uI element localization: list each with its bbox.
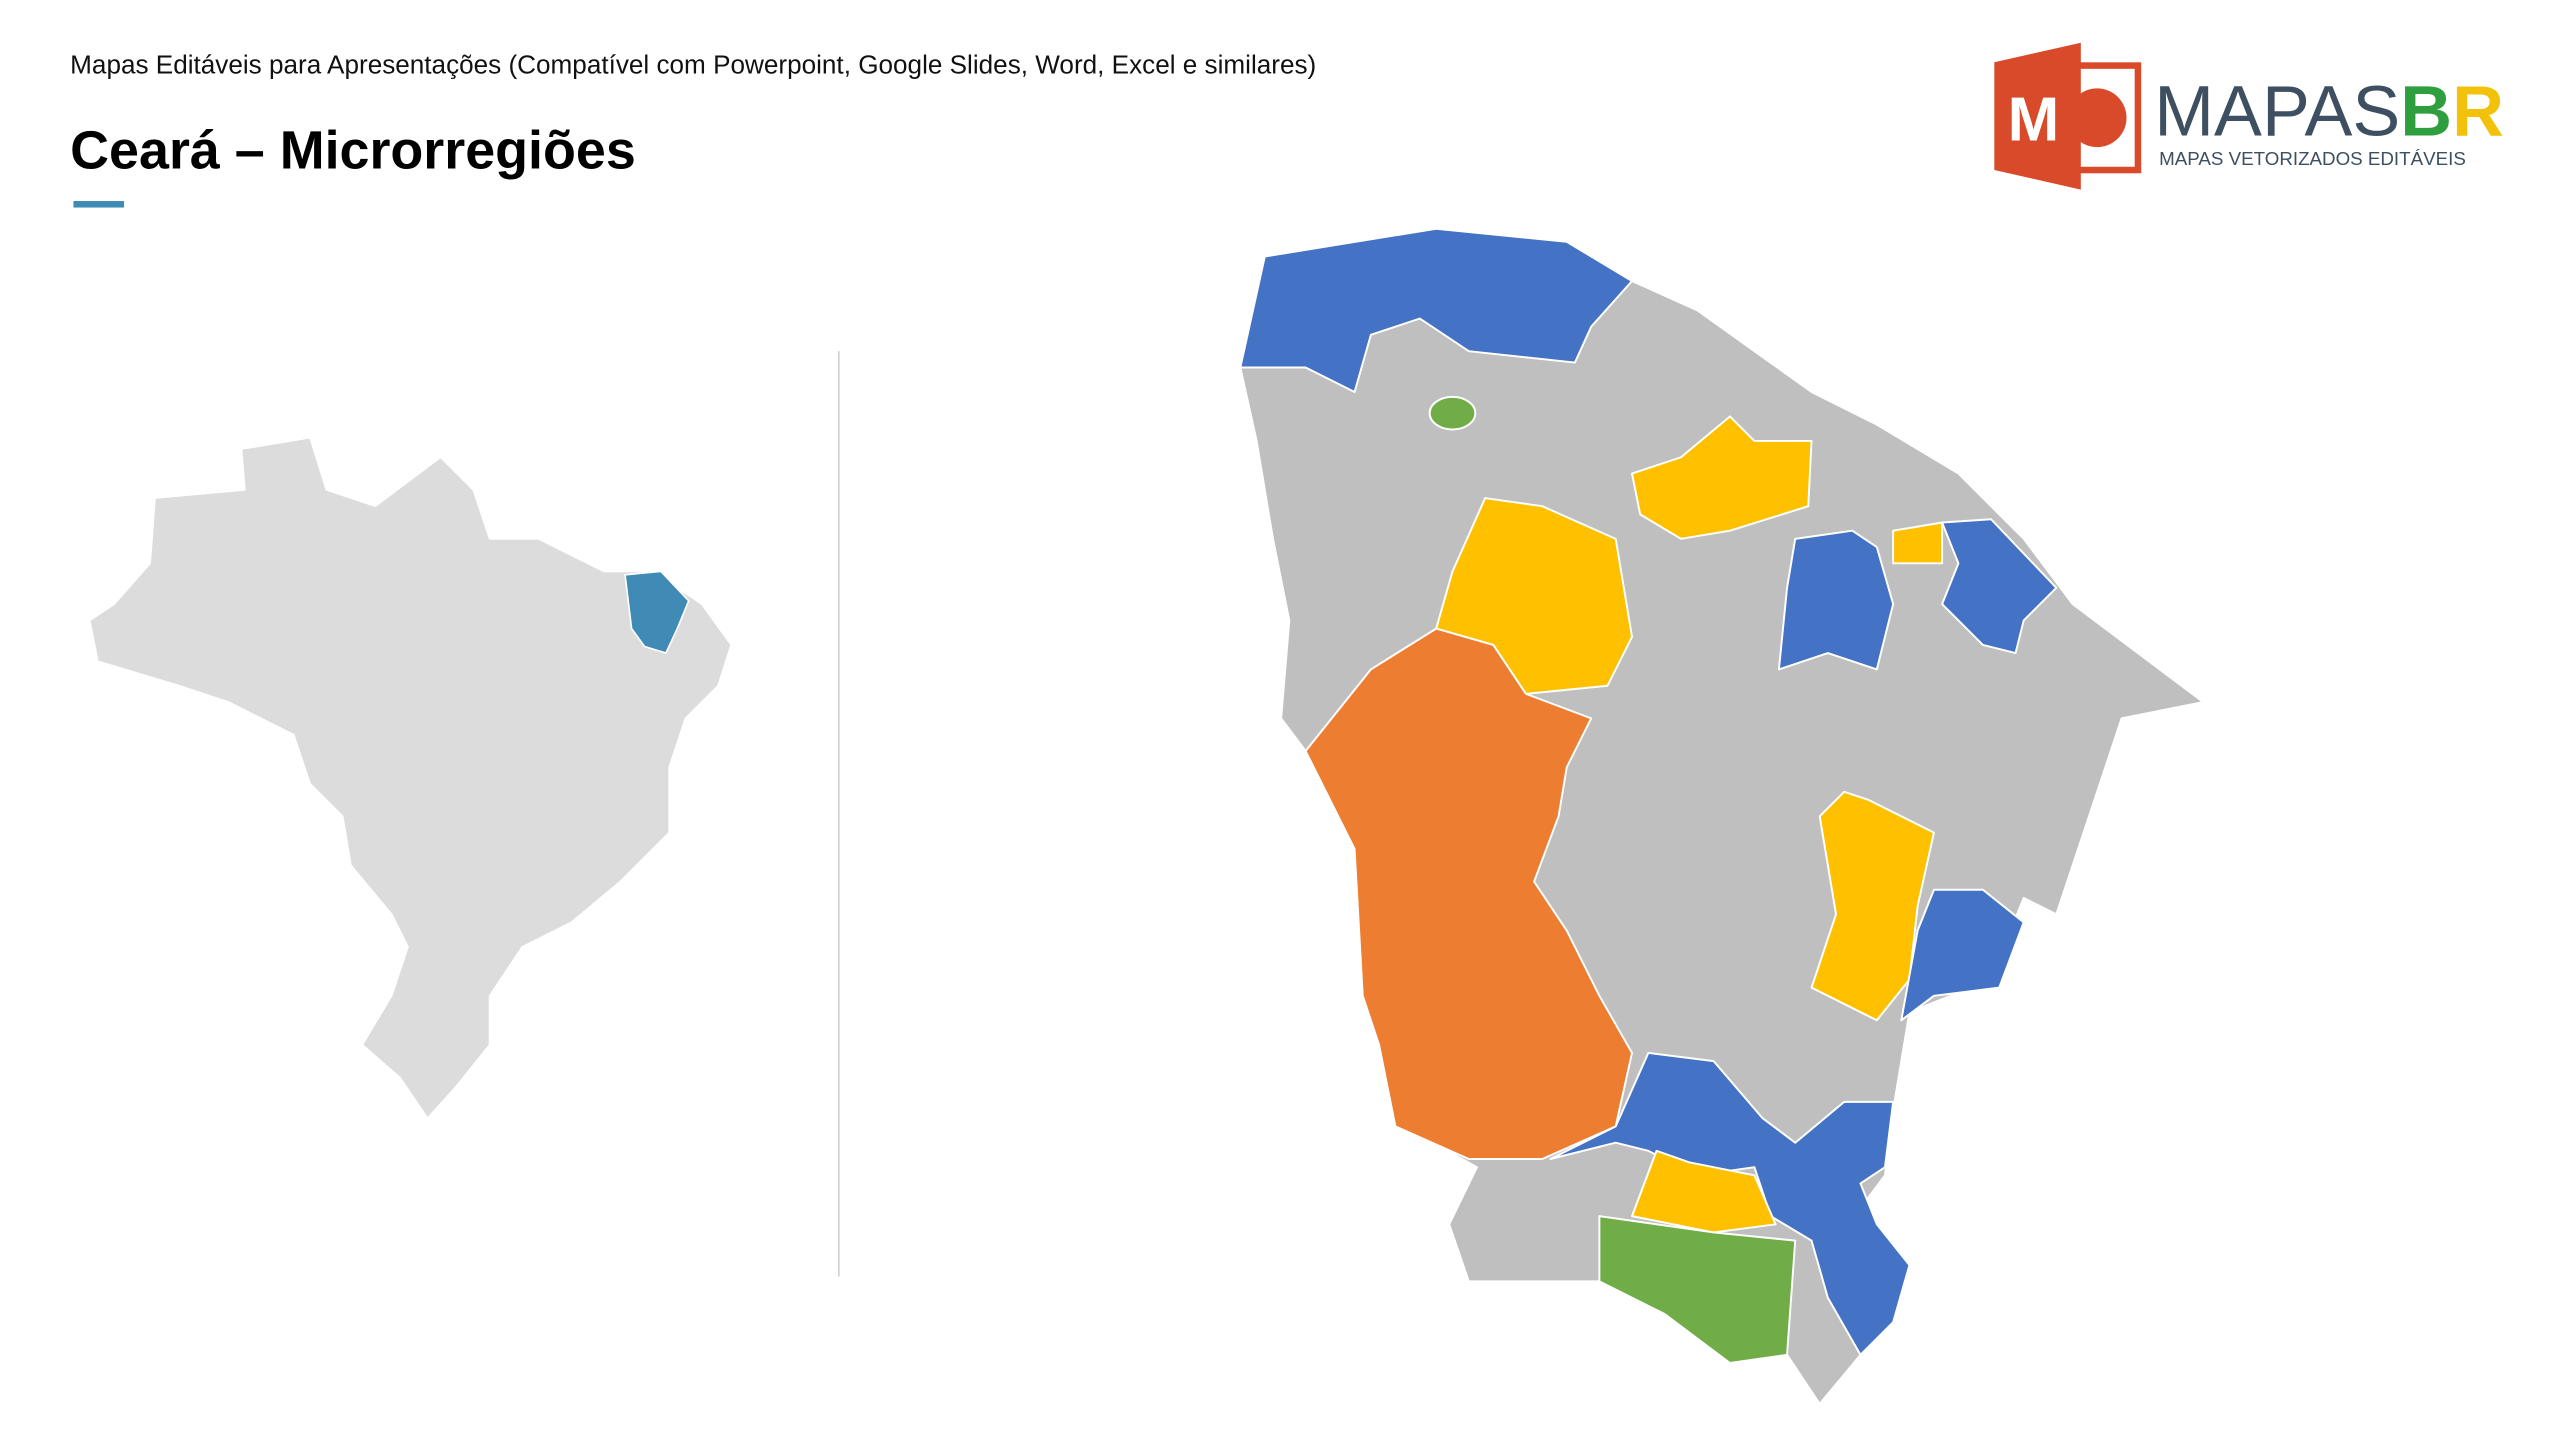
region [1631,1149,1777,1234]
region [1631,415,1813,540]
ceara-highlight [624,570,690,655]
region [1435,497,1633,695]
subtitle: Mapas Editáveis para Apresentações (Comp… [70,50,1316,80]
brazil-shape [88,436,733,1120]
region [1549,1051,1911,1356]
brazil-map [88,436,733,1120]
logo-brand-r: R [2452,72,2504,152]
title-underline [73,201,125,208]
region [1428,395,1477,431]
logo-brand: MAPASBR [2154,72,2504,152]
logo-globe [2067,88,2127,148]
logo: M MAPASBR MAPAS VETORIZADOS EDITÁVEIS [1994,42,2504,190]
region [1598,1215,1797,1364]
region [1304,627,1633,1160]
region [1239,227,1633,393]
logo-letter: M [2008,86,2060,155]
region [1777,529,1895,671]
logo-tagline: MAPAS VETORIZADOS EDITÁVEIS [2159,148,2466,169]
region [1941,518,2058,655]
title: Ceará – Microrregiões [70,120,636,180]
region [1810,790,1935,1022]
region [1900,888,2025,1022]
region [1892,521,1944,565]
logo-frame [2044,62,2142,174]
logo-icon [1994,42,2081,190]
logo-brand-b: B [2400,72,2452,152]
ceara-map [1239,227,2205,1405]
logo-brand-main: MAPAS [2154,72,2400,152]
